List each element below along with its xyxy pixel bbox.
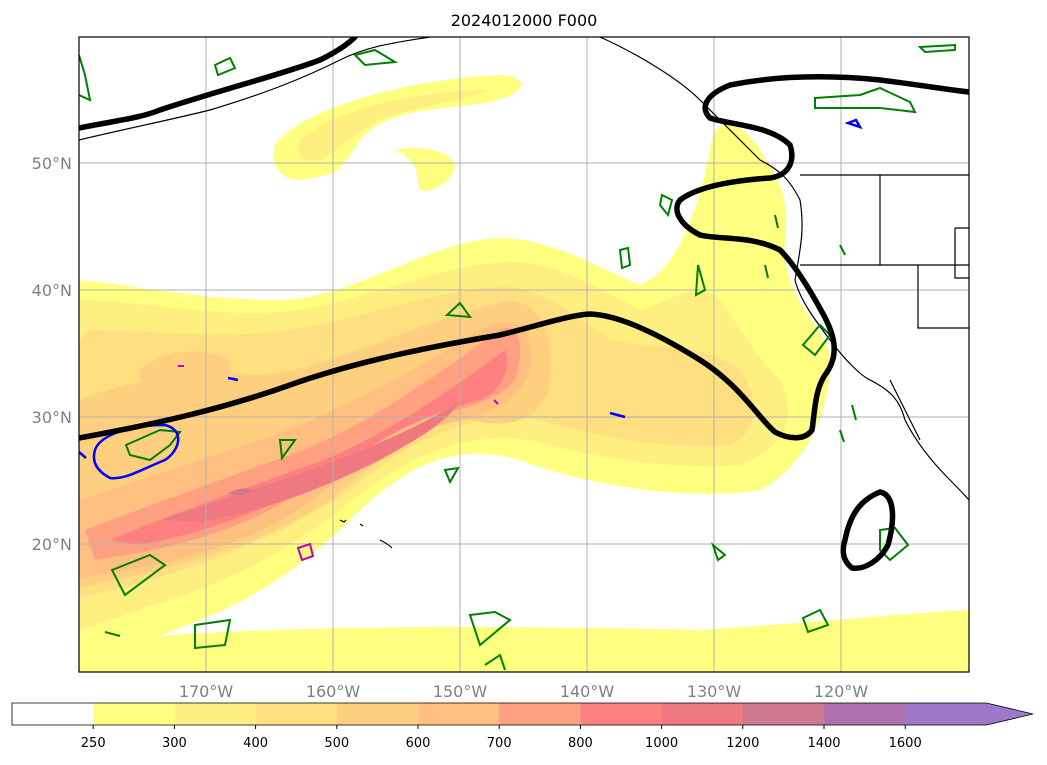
- ivt-field: [79, 75, 969, 672]
- green-contours: [79, 43, 956, 671]
- map-frame: [78, 36, 970, 673]
- ivt-band-800: [110, 350, 507, 545]
- jet-contours: [79, 37, 969, 571]
- lon-label: 160°W: [306, 682, 361, 701]
- colorbar-segment: [12, 703, 94, 725]
- map-plot-area: [79, 37, 969, 672]
- ivt-band-300-north: [298, 90, 490, 162]
- colorbar-tick-label: 600: [406, 736, 431, 751]
- colorbar-segment: [418, 703, 500, 725]
- ivt-band-250-north2: [395, 148, 455, 191]
- ivt-band-1200: [228, 488, 252, 496]
- lat-labels: 50°N 40°N 30°N 20°N: [32, 154, 72, 554]
- coastlines: [79, 37, 969, 549]
- ivt-band-250-north: [273, 75, 522, 180]
- colorbar-segment: [93, 703, 175, 725]
- lon-label: 130°W: [687, 682, 742, 701]
- colorbar-tick-label: 1600: [889, 736, 922, 751]
- colorbar-tick-label: 250: [81, 736, 106, 751]
- colorbar-tick-label: 400: [243, 736, 268, 751]
- colorbar-tick-label: 1200: [726, 736, 759, 751]
- colorbar-segment: [824, 703, 906, 725]
- lon-label: 120°W: [814, 682, 869, 701]
- lon-labels: 170°W 160°W 150°W 140°W 130°W 120°W: [179, 682, 869, 701]
- jet-closed-low: [840, 489, 896, 571]
- ivt-band-250-south: [79, 610, 969, 672]
- colorbar-tick-label: 500: [324, 736, 349, 751]
- map-title: 2024012000 F000: [451, 11, 598, 30]
- jet-north: [79, 37, 358, 131]
- lon-label: 140°W: [560, 682, 615, 701]
- colorbar-extend-arrow: [905, 703, 1033, 725]
- magenta-contours: [178, 365, 499, 562]
- colorbar-segment: [336, 703, 419, 725]
- colorbar-segment: [255, 703, 338, 725]
- colorbar-outline: [11, 702, 1034, 726]
- lat-label: 40°N: [32, 281, 72, 300]
- lat-label: 30°N: [32, 408, 72, 427]
- ivt-band-700: [85, 328, 520, 560]
- colorbar-segment: [499, 703, 581, 725]
- colorbar-segment: [661, 703, 744, 725]
- jet-main: [79, 73, 969, 441]
- colorbar-segment: [742, 703, 825, 725]
- colorbar-tick-label: 700: [487, 736, 512, 751]
- lat-label: 50°N: [32, 154, 72, 173]
- colorbar-tick-label: 800: [568, 736, 593, 751]
- colorbar-segment: [580, 703, 663, 725]
- lat-label: 20°N: [32, 535, 72, 554]
- colorbar-tick-label: 300: [162, 736, 187, 751]
- lon-label: 170°W: [179, 682, 234, 701]
- graticule: [79, 37, 969, 672]
- lon-label: 150°W: [433, 682, 488, 701]
- colorbar-tick-label: 1000: [645, 736, 678, 751]
- colorbar-tick-label: 1400: [807, 736, 840, 751]
- colorbar-segment: [174, 703, 257, 725]
- ivt-band-500-b: [139, 351, 232, 390]
- colorbar: 250 300 400 500 600 700 800 1000 1200 1400 1600: [11, 702, 1034, 751]
